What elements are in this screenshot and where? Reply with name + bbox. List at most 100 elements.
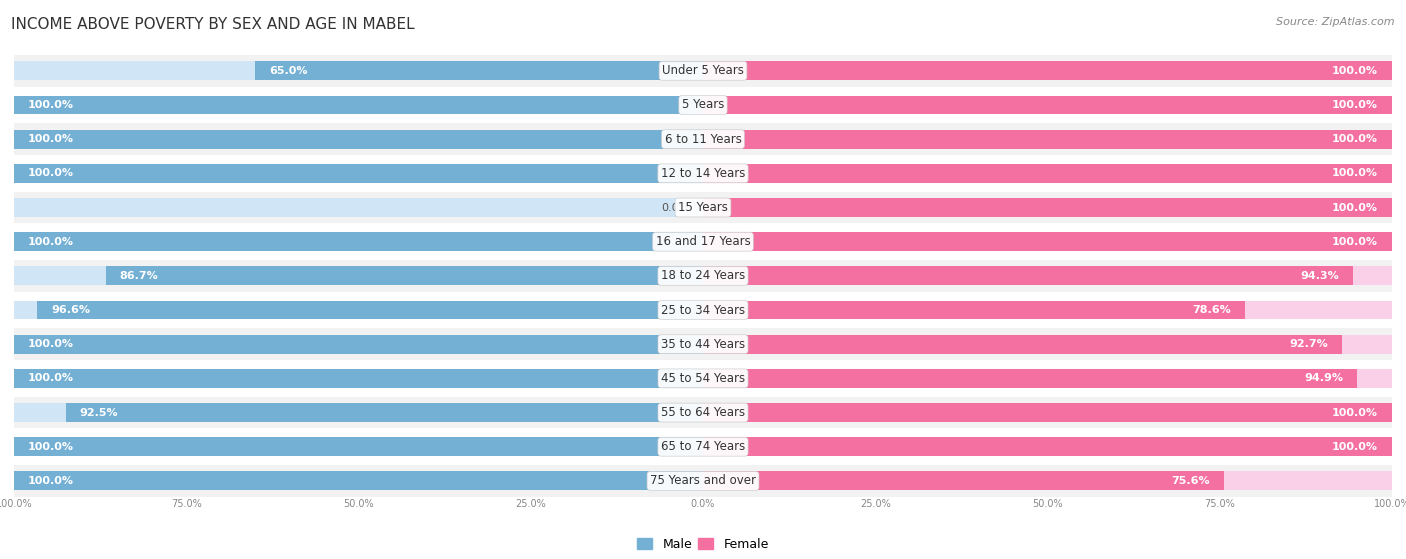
Bar: [703, 164, 1392, 183]
Text: 35 to 44 Years: 35 to 44 Years: [661, 338, 745, 350]
Bar: [703, 233, 1392, 251]
Text: 100.0%: 100.0%: [1331, 408, 1378, 418]
Bar: [14, 192, 1392, 223]
Text: 100.0%: 100.0%: [1331, 134, 1378, 144]
Text: 18 to 24 Years: 18 to 24 Years: [661, 269, 745, 282]
Text: 75.6%: 75.6%: [1171, 476, 1211, 486]
Bar: [14, 158, 1392, 189]
Bar: [14, 369, 703, 388]
Bar: [14, 260, 1392, 292]
Text: 100.0%: 100.0%: [1374, 499, 1406, 509]
Bar: [14, 363, 1392, 394]
Bar: [703, 267, 1392, 285]
Bar: [14, 335, 703, 354]
Text: 100.0%: 100.0%: [0, 499, 32, 509]
Text: 0.0%: 0.0%: [661, 202, 689, 212]
Text: 100.0%: 100.0%: [28, 476, 75, 486]
Bar: [14, 61, 703, 80]
Bar: [14, 294, 1392, 326]
Legend: Male, Female: Male, Female: [633, 533, 773, 556]
Text: 0.0%: 0.0%: [690, 499, 716, 509]
Bar: [38, 301, 703, 319]
Text: 100.0%: 100.0%: [1331, 100, 1378, 110]
Bar: [703, 471, 1223, 490]
Bar: [14, 471, 703, 490]
Text: 65.0%: 65.0%: [269, 66, 308, 76]
Bar: [14, 233, 703, 251]
Text: 100.0%: 100.0%: [1331, 442, 1378, 452]
Text: 55 to 64 Years: 55 to 64 Years: [661, 406, 745, 419]
Bar: [14, 130, 703, 149]
Text: 100.0%: 100.0%: [28, 442, 75, 452]
Bar: [703, 301, 1392, 319]
Bar: [14, 471, 703, 490]
Text: INCOME ABOVE POVERTY BY SEX AND AGE IN MABEL: INCOME ABOVE POVERTY BY SEX AND AGE IN M…: [11, 17, 415, 32]
Text: 100.0%: 100.0%: [1331, 202, 1378, 212]
Bar: [14, 96, 703, 115]
Text: 75.0%: 75.0%: [1205, 499, 1234, 509]
Bar: [14, 164, 703, 183]
Bar: [14, 267, 703, 285]
Text: 100.0%: 100.0%: [28, 373, 75, 383]
Text: 50.0%: 50.0%: [343, 499, 374, 509]
Bar: [703, 198, 1392, 217]
Bar: [14, 431, 1392, 462]
Bar: [14, 226, 1392, 257]
Bar: [254, 61, 703, 80]
Bar: [703, 164, 1392, 183]
Text: Under 5 Years: Under 5 Years: [662, 64, 744, 77]
Bar: [14, 89, 1392, 121]
Text: Source: ZipAtlas.com: Source: ZipAtlas.com: [1277, 17, 1395, 27]
Bar: [703, 403, 1392, 422]
Text: 100.0%: 100.0%: [28, 236, 75, 247]
Text: 100.0%: 100.0%: [28, 339, 75, 349]
Text: 75.0%: 75.0%: [172, 499, 201, 509]
Text: 50.0%: 50.0%: [1032, 499, 1063, 509]
Text: 25.0%: 25.0%: [860, 499, 890, 509]
Bar: [14, 437, 703, 456]
Bar: [703, 198, 1392, 217]
Bar: [66, 403, 703, 422]
Text: 100.0%: 100.0%: [1331, 168, 1378, 178]
Text: 15 Years: 15 Years: [678, 201, 728, 214]
Text: 78.6%: 78.6%: [1192, 305, 1230, 315]
Text: 92.5%: 92.5%: [80, 408, 118, 418]
Text: 94.9%: 94.9%: [1303, 373, 1343, 383]
Text: 86.7%: 86.7%: [120, 271, 159, 281]
Bar: [703, 471, 1392, 490]
Bar: [14, 403, 703, 422]
Bar: [14, 437, 703, 456]
Bar: [14, 55, 1392, 87]
Text: 16 and 17 Years: 16 and 17 Years: [655, 235, 751, 248]
Bar: [703, 130, 1392, 149]
Text: 100.0%: 100.0%: [1331, 66, 1378, 76]
Bar: [703, 335, 1392, 354]
Bar: [14, 130, 703, 149]
Bar: [14, 465, 1392, 496]
Text: 25 to 34 Years: 25 to 34 Years: [661, 304, 745, 316]
Bar: [703, 369, 1392, 388]
Text: 100.0%: 100.0%: [28, 168, 75, 178]
Bar: [703, 96, 1392, 115]
Text: 25.0%: 25.0%: [516, 499, 546, 509]
Bar: [14, 369, 703, 388]
Bar: [703, 233, 1392, 251]
Text: 65 to 74 Years: 65 to 74 Years: [661, 440, 745, 453]
Bar: [703, 403, 1392, 422]
Text: 100.0%: 100.0%: [28, 100, 75, 110]
Text: 92.7%: 92.7%: [1289, 339, 1327, 349]
Bar: [703, 301, 1244, 319]
Text: 12 to 14 Years: 12 to 14 Years: [661, 167, 745, 180]
Bar: [703, 369, 1357, 388]
Text: 100.0%: 100.0%: [28, 134, 75, 144]
Bar: [703, 61, 1392, 80]
Bar: [703, 267, 1353, 285]
Bar: [703, 130, 1392, 149]
Bar: [14, 329, 1392, 360]
Bar: [14, 124, 1392, 155]
Text: 5 Years: 5 Years: [682, 98, 724, 111]
Bar: [703, 437, 1392, 456]
Bar: [14, 164, 703, 183]
Text: 94.3%: 94.3%: [1301, 271, 1339, 281]
Bar: [703, 437, 1392, 456]
